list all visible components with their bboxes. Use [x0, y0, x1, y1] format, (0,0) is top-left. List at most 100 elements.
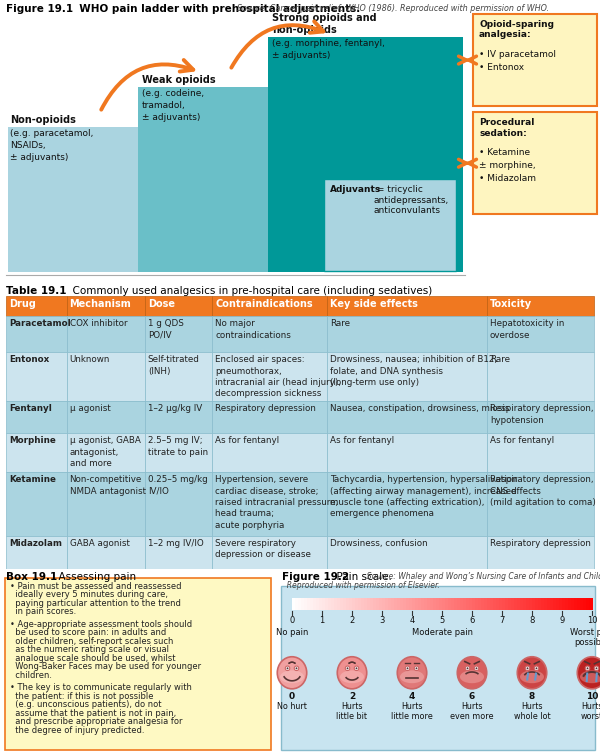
Ellipse shape [397, 657, 427, 689]
Text: Table 19.1: Table 19.1 [6, 286, 67, 297]
Text: Severe respiratory
depression or disease: Severe respiratory depression or disease [215, 539, 311, 559]
Bar [340, 598, 343, 610]
Text: analogue scale should be used, whilst: analogue scale should be used, whilst [10, 654, 176, 663]
Bar [409, 598, 413, 610]
Text: Respiratory depression,
CNS effects
(mild agitation to coma): Respiratory depression, CNS effects (mil… [490, 475, 596, 507]
Circle shape [587, 667, 589, 669]
Bar [427, 598, 431, 610]
Bar [421, 598, 425, 610]
Bar [212, 401, 327, 433]
FancyBboxPatch shape [281, 586, 595, 750]
Bar [8, 127, 138, 273]
Text: Morphine: Morphine [9, 436, 56, 445]
Ellipse shape [337, 657, 367, 689]
Bar [373, 598, 377, 610]
Bar [412, 598, 415, 610]
Bar [325, 598, 329, 610]
Bar [526, 598, 530, 610]
Bar [400, 598, 404, 610]
Text: = tricyclic
antidepressants,
anticonvulants: = tricyclic antidepressants, anticonvula… [374, 185, 449, 215]
Text: Nausea, constipation, drowsiness, miosis: Nausea, constipation, drowsiness, miosis [330, 404, 509, 413]
Bar [547, 598, 551, 610]
Text: Unknown: Unknown [70, 355, 110, 364]
Text: Drug: Drug [9, 300, 36, 309]
Text: 0.25–5 mg/kg
IV/IO: 0.25–5 mg/kg IV/IO [148, 475, 208, 495]
Bar [430, 598, 433, 610]
Circle shape [405, 666, 410, 670]
Bar [568, 598, 571, 610]
Ellipse shape [277, 657, 307, 689]
Text: Commonly used analgesics in pre-hospital care (including sedatives): Commonly used analgesics in pre-hospital… [66, 286, 432, 297]
Bar [310, 598, 314, 610]
Bar [445, 598, 449, 610]
Bar [334, 598, 337, 610]
Bar [499, 598, 503, 610]
Text: the degree of injury predicted.: the degree of injury predicted. [10, 726, 145, 735]
Bar [481, 598, 485, 610]
Bar [520, 598, 523, 610]
Bar [364, 598, 367, 610]
Text: Mechanism: Mechanism [70, 300, 131, 309]
Ellipse shape [517, 657, 547, 689]
FancyBboxPatch shape [5, 578, 271, 750]
Text: Source: Whaley and Wong’s Nursing Care of Infants and Children.: Source: Whaley and Wong’s Nursing Care o… [362, 572, 600, 581]
Bar [212, 297, 327, 316]
Bar [6, 472, 67, 536]
Text: μ agonist: μ agonist [70, 404, 110, 413]
Bar [505, 598, 509, 610]
Text: Non-competitive
NMDA antagonist: Non-competitive NMDA antagonist [70, 475, 146, 495]
Bar [268, 37, 463, 273]
Bar [436, 598, 439, 610]
Text: Box 19.1: Box 19.1 [6, 572, 57, 581]
Bar [6, 433, 67, 472]
Text: Key side effects: Key side effects [330, 300, 418, 309]
Bar [580, 598, 583, 610]
Bar [6, 401, 67, 433]
Text: 4: 4 [409, 692, 415, 701]
Text: 10: 10 [587, 616, 597, 625]
Circle shape [476, 667, 478, 669]
Bar [538, 598, 542, 610]
Circle shape [296, 667, 298, 669]
Bar [327, 401, 487, 433]
Bar [439, 598, 443, 610]
Bar [145, 401, 212, 433]
Bar [370, 598, 373, 610]
Bar [472, 598, 476, 610]
Bar [406, 598, 409, 610]
Bar [487, 401, 594, 433]
Ellipse shape [577, 657, 600, 689]
Bar [212, 472, 327, 536]
Bar [490, 598, 493, 610]
Bar [394, 598, 398, 610]
Text: Fentanyl: Fentanyl [9, 404, 52, 413]
Text: 2: 2 [349, 692, 355, 701]
Text: older children, self-report scales such: older children, self-report scales such [10, 637, 173, 645]
Bar [327, 297, 487, 316]
Bar [327, 433, 487, 472]
Text: Contraindications: Contraindications [215, 300, 313, 309]
Bar [475, 598, 479, 610]
Text: As for fentanyl: As for fentanyl [330, 436, 394, 445]
Bar [559, 598, 563, 610]
Bar [583, 598, 587, 610]
Bar [553, 598, 557, 610]
Text: 7: 7 [499, 616, 505, 625]
Bar [418, 598, 421, 610]
Bar [212, 316, 327, 352]
Ellipse shape [340, 670, 364, 683]
Circle shape [594, 666, 599, 670]
Text: Strong opioids and
non-opioids: Strong opioids and non-opioids [272, 14, 377, 35]
Bar [523, 598, 527, 610]
Bar [327, 352, 487, 401]
Circle shape [527, 667, 529, 669]
Bar [212, 433, 327, 472]
Ellipse shape [520, 670, 544, 683]
Text: and prescribe appropriate analgesia for: and prescribe appropriate analgesia for [10, 718, 182, 727]
Bar [327, 536, 487, 572]
Circle shape [536, 667, 538, 669]
Bar [484, 598, 487, 610]
Text: Hurts
whole lot: Hurts whole lot [514, 702, 550, 721]
Text: 5: 5 [439, 616, 445, 625]
Bar [424, 598, 427, 610]
